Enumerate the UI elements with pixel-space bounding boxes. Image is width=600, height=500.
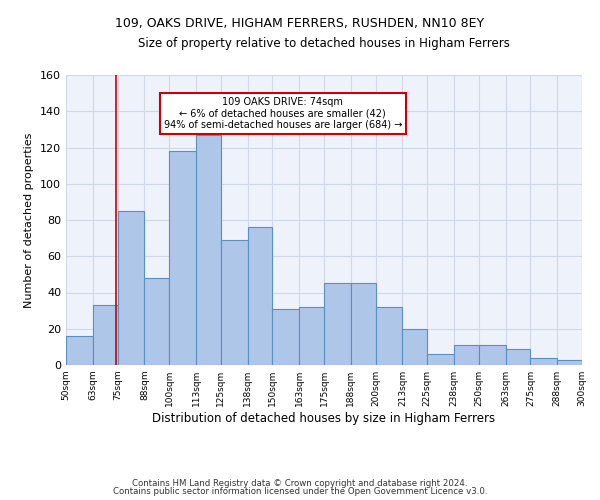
Bar: [324, 284, 351, 365]
Text: Contains public sector information licensed under the Open Government Licence v3: Contains public sector information licen…: [113, 487, 487, 496]
Bar: [530, 358, 557, 365]
Title: Size of property relative to detached houses in Higham Ferrers: Size of property relative to detached ho…: [138, 37, 510, 50]
Bar: [506, 348, 530, 365]
Text: 109 OAKS DRIVE: 74sqm
← 6% of detached houses are smaller (42)
94% of semi-detac: 109 OAKS DRIVE: 74sqm ← 6% of detached h…: [164, 97, 402, 130]
Bar: [196, 135, 221, 365]
Bar: [351, 284, 376, 365]
Bar: [479, 345, 506, 365]
Bar: [582, 362, 600, 365]
Bar: [118, 211, 145, 365]
Bar: [427, 354, 454, 365]
Bar: [93, 305, 118, 365]
Bar: [557, 360, 582, 365]
Bar: [299, 307, 324, 365]
Y-axis label: Number of detached properties: Number of detached properties: [25, 132, 34, 308]
X-axis label: Distribution of detached houses by size in Higham Ferrers: Distribution of detached houses by size …: [152, 412, 496, 425]
Bar: [221, 240, 248, 365]
Bar: [272, 309, 299, 365]
Bar: [145, 278, 169, 365]
Bar: [248, 227, 272, 365]
Bar: [66, 336, 93, 365]
Bar: [169, 151, 196, 365]
Text: Contains HM Land Registry data © Crown copyright and database right 2024.: Contains HM Land Registry data © Crown c…: [132, 478, 468, 488]
Text: 109, OAKS DRIVE, HIGHAM FERRERS, RUSHDEN, NN10 8EY: 109, OAKS DRIVE, HIGHAM FERRERS, RUSHDEN…: [115, 18, 485, 30]
Bar: [376, 307, 403, 365]
Bar: [403, 329, 427, 365]
Bar: [454, 345, 479, 365]
